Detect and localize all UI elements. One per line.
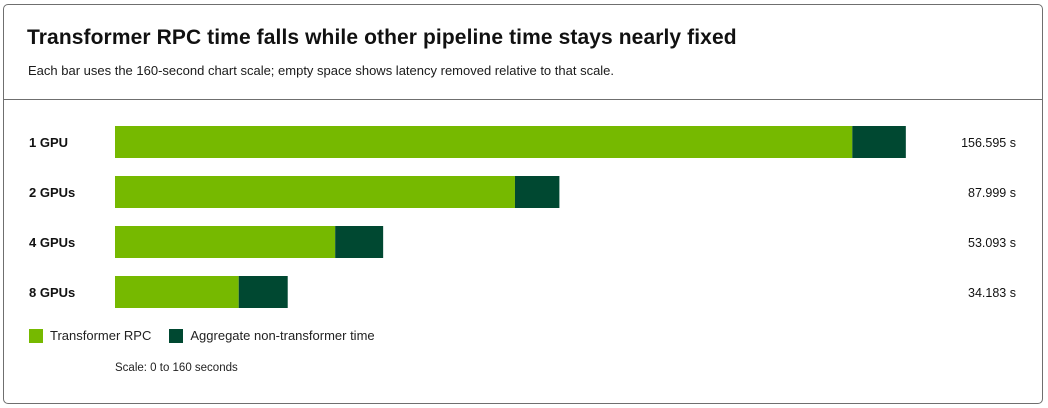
bar-segment-transformer-rpc-2	[115, 176, 515, 208]
category-label: 2 GPUs	[29, 185, 76, 200]
legend-label-non-transformer: Aggregate non-transformer time	[190, 328, 375, 343]
chart-card: Transformer RPC time falls while other p…	[3, 4, 1043, 404]
total-value-label: 34.183 s	[968, 286, 1016, 300]
bar-segment-non-transformer-2	[514, 176, 560, 208]
bar-segment-transformer-rpc-3	[115, 226, 336, 258]
bar-segment-non-transformer-4	[238, 276, 288, 308]
category-label: 4 GPUs	[29, 235, 76, 250]
legend-item-non-transformer: Aggregate non-transformer time	[169, 328, 375, 343]
category-label: 8 GPUs	[29, 285, 76, 300]
legend-label-transformer-rpc: Transformer RPC	[50, 328, 152, 343]
total-value-label: 53.093 s	[968, 236, 1016, 250]
legend-swatch-transformer-rpc	[29, 328, 43, 343]
legend: Transformer RPC Aggregate non-transforme…	[29, 328, 393, 343]
bar-segment-transformer-rpc-4	[115, 276, 239, 308]
bar-segment-non-transformer-1	[852, 126, 906, 158]
legend-item-transformer-rpc: Transformer RPC	[29, 328, 151, 343]
bar-chart	[115, 126, 906, 308]
chart-title: Transformer RPC time falls while other p…	[27, 26, 737, 49]
chart-subtitle: Each bar uses the 160-second chart scale…	[28, 63, 615, 78]
bar-segment-transformer-rpc-1	[115, 126, 853, 158]
total-value-label: 156.595 s	[961, 136, 1016, 150]
category-label: 1 GPU	[29, 135, 69, 150]
legend-swatch-non-transformer	[169, 328, 184, 343]
chart-header: Transformer RPC time falls while other p…	[4, 5, 1042, 100]
bar-segment-non-transformer-3	[335, 226, 384, 258]
total-value-label: 87.999 s	[968, 186, 1016, 200]
scale-note: Scale: 0 to 160 seconds	[115, 362, 238, 374]
